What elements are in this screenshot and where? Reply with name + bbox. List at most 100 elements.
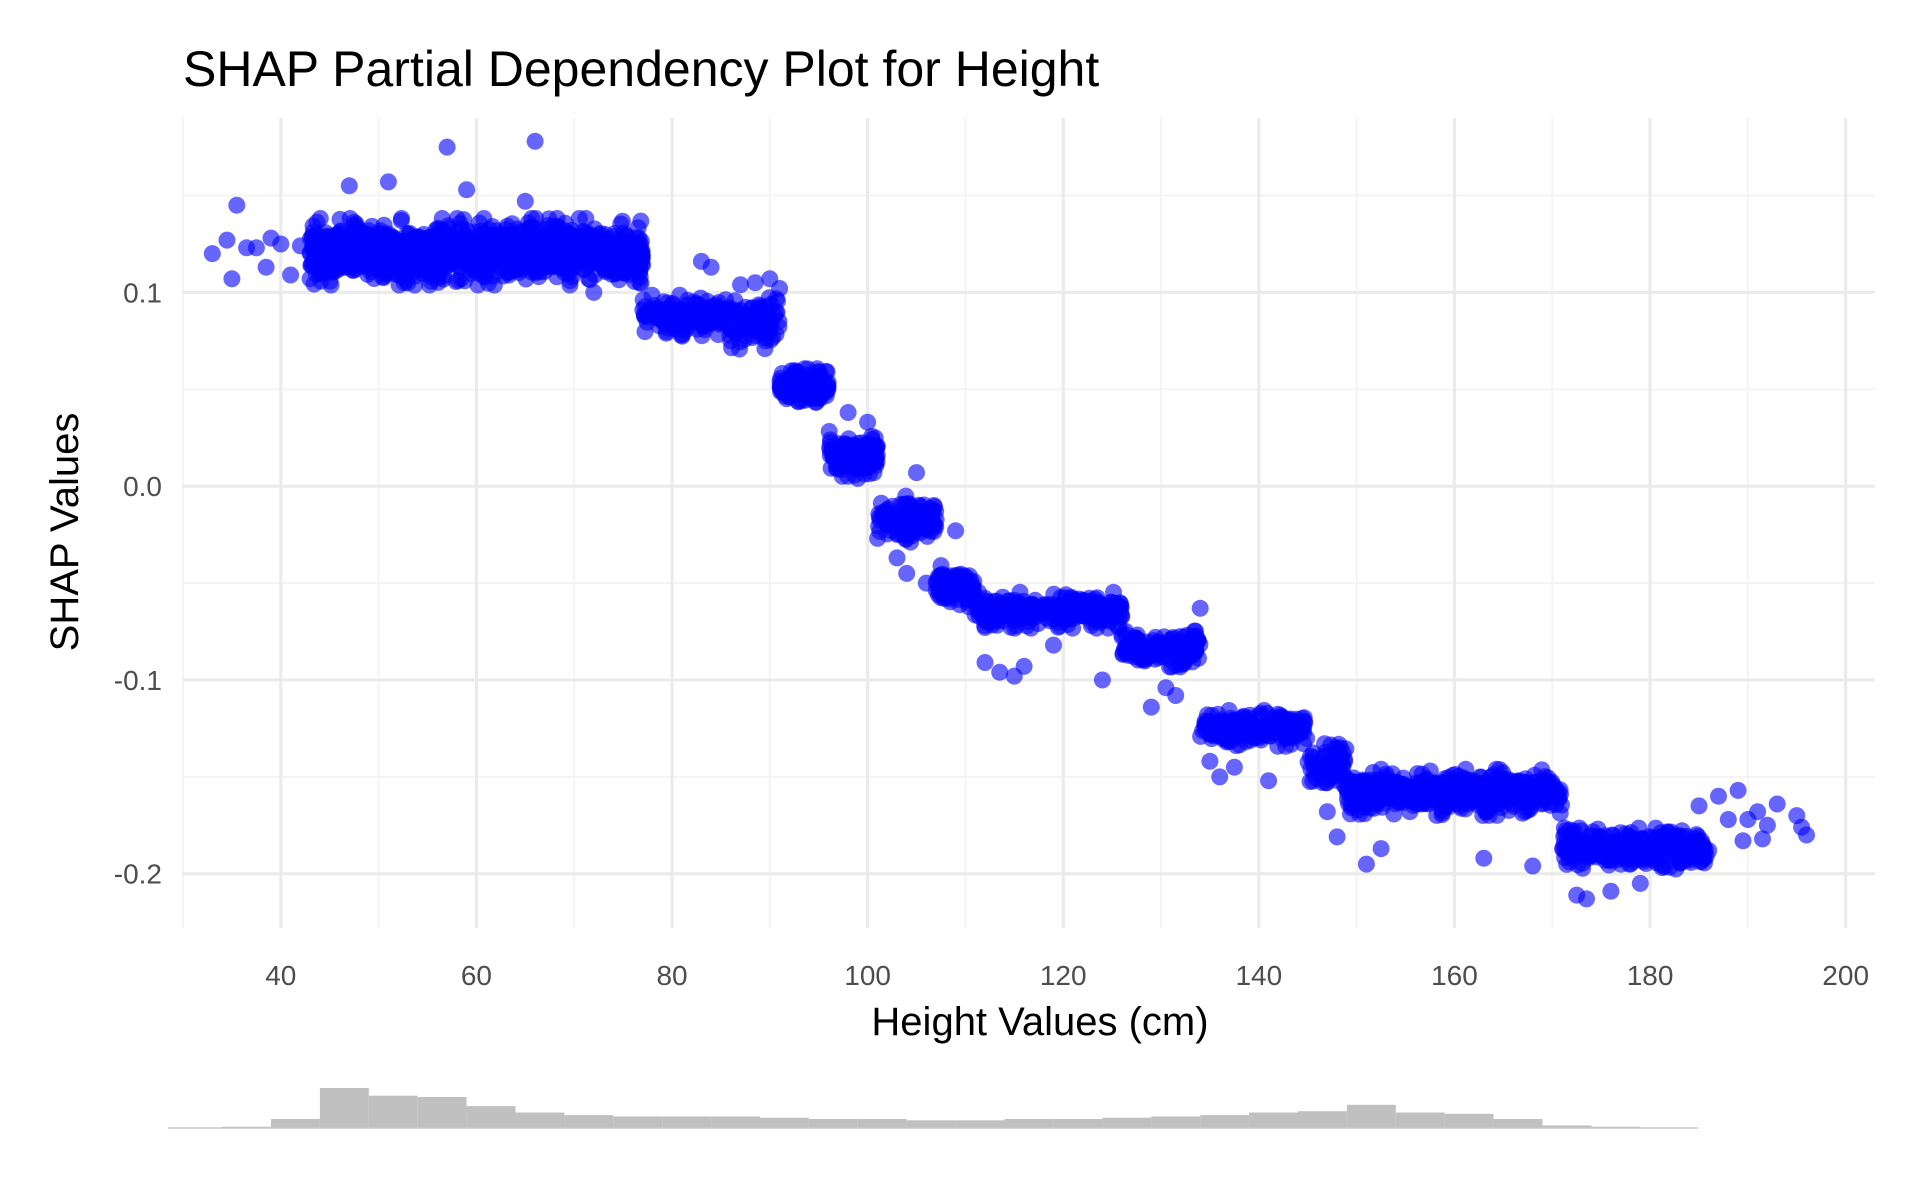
scatter-point xyxy=(902,522,920,540)
scatter-point xyxy=(620,266,638,284)
scatter-point xyxy=(976,654,994,671)
scatter-point xyxy=(839,404,857,421)
scatter-point xyxy=(994,588,1012,606)
scatter-point xyxy=(291,237,309,255)
scatter-point xyxy=(1798,826,1815,844)
scatter-point xyxy=(1558,855,1576,873)
scatter-point xyxy=(1009,608,1027,626)
x-tick-label: 180 xyxy=(1627,960,1674,991)
scatter-point xyxy=(461,242,479,259)
scatter-point xyxy=(395,247,413,265)
scatter-point xyxy=(1362,785,1380,803)
scatter-point xyxy=(1475,793,1493,811)
scatter-point xyxy=(1700,842,1718,859)
scatter-point xyxy=(379,173,397,191)
scatter-point xyxy=(1527,783,1544,801)
scatter-point xyxy=(282,266,300,284)
scatter-point xyxy=(372,222,390,240)
scatter-point xyxy=(771,280,789,297)
scatter-point xyxy=(1350,805,1368,823)
scatter-point xyxy=(1749,803,1767,821)
scatter-point xyxy=(1489,783,1507,801)
scatter-point xyxy=(528,243,546,261)
scatter-point xyxy=(1734,832,1752,850)
y-tick-label: 0.0 xyxy=(123,471,162,502)
scatter-point xyxy=(856,445,874,463)
y-tick-label: -0.2 xyxy=(114,859,162,890)
scatter-point xyxy=(1648,854,1666,872)
scatter-point xyxy=(1561,821,1579,839)
scatter-point xyxy=(1475,849,1493,867)
scatter-point xyxy=(1240,727,1258,744)
scatter-point xyxy=(1625,840,1643,858)
scatter-point xyxy=(585,283,603,301)
scatter-point xyxy=(228,196,246,214)
scatter-point xyxy=(1098,597,1116,615)
scatter-point xyxy=(304,217,322,235)
scatter-point xyxy=(437,246,455,264)
scatter-point xyxy=(1754,830,1771,848)
scatter-point xyxy=(223,270,241,288)
scatter-point xyxy=(693,315,711,333)
histogram-bar xyxy=(1200,1115,1250,1128)
scatter-point xyxy=(1268,715,1286,733)
scatter-point xyxy=(1410,787,1427,805)
scatter-point xyxy=(898,564,916,582)
scatter-point xyxy=(702,302,720,320)
marginal-histogram xyxy=(168,1088,1699,1129)
scatter-point xyxy=(301,270,319,288)
scatter-point xyxy=(932,557,950,575)
histogram-bar xyxy=(368,1095,418,1128)
scatter-point xyxy=(722,332,740,350)
histogram-bar xyxy=(515,1112,565,1128)
scatter-point xyxy=(1558,843,1576,861)
scatter-point xyxy=(1710,787,1727,805)
scatter-point xyxy=(1418,772,1436,790)
scatter-point xyxy=(332,257,350,275)
scatter-point xyxy=(570,210,588,227)
scatter-point xyxy=(729,303,747,321)
scatter-point xyxy=(820,423,838,440)
scatter-point xyxy=(343,245,361,263)
x-tick-label: 100 xyxy=(844,960,891,991)
histogram-bar xyxy=(662,1116,712,1128)
scatter-point xyxy=(1137,633,1155,651)
scatter-point xyxy=(785,372,803,389)
scatter-point xyxy=(556,264,573,282)
scatter-point xyxy=(755,307,773,325)
scatter-point xyxy=(732,276,749,294)
scatter-point xyxy=(849,469,867,487)
scatter-point xyxy=(1578,890,1595,908)
scatter-point xyxy=(1093,671,1111,689)
scatter-point xyxy=(1653,833,1671,851)
x-tick-label: 140 xyxy=(1235,960,1282,991)
histogram-bar xyxy=(955,1120,1005,1128)
scatter-point xyxy=(1516,803,1534,821)
scatter-point xyxy=(324,238,341,256)
scatter-point xyxy=(1524,857,1542,875)
scatter-point xyxy=(526,132,544,150)
scatter-point xyxy=(991,601,1009,619)
scatter-point xyxy=(1666,840,1684,858)
scatter-point xyxy=(1233,709,1251,727)
scatter-point xyxy=(991,663,1009,681)
scatter-point xyxy=(919,520,937,538)
scatter-point xyxy=(1211,768,1229,786)
histogram-bar xyxy=(808,1119,858,1128)
scatter-point xyxy=(1504,778,1522,796)
histogram-bar xyxy=(1346,1104,1396,1128)
grid-layer xyxy=(182,118,1875,928)
scatter-point xyxy=(1208,716,1226,734)
scatter-point xyxy=(516,192,534,210)
scatter-point xyxy=(540,210,558,228)
scatter-point xyxy=(951,596,969,614)
x-axis-ticks: 40 60 80 100 120 140 160 180 200 xyxy=(265,960,1869,991)
scatter-point xyxy=(508,220,526,238)
scatter-point xyxy=(756,340,774,358)
scatter-point xyxy=(1602,882,1620,900)
scatter-point xyxy=(1758,816,1776,834)
scatter-point xyxy=(883,516,900,534)
x-tick-label: 60 xyxy=(461,960,492,991)
histogram-bar xyxy=(1444,1113,1494,1128)
histogram-bar xyxy=(613,1116,663,1128)
